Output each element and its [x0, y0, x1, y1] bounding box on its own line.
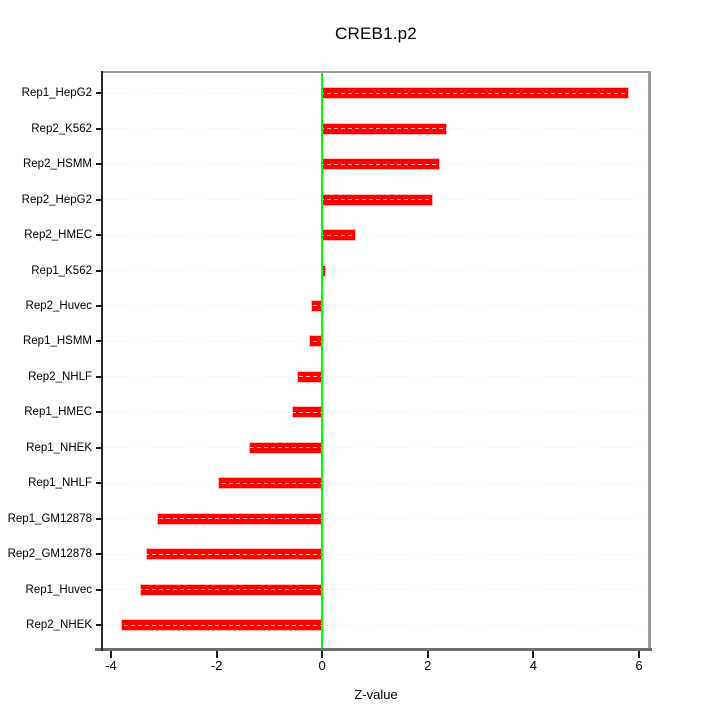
y-axis-tick [96, 588, 103, 591]
y-tick-label-Rep2_Huvec: Rep2_Huvec [25, 299, 92, 312]
y-tick-label-Rep2_NHEK: Rep2_NHEK [26, 619, 92, 631]
gridline-overlay [103, 482, 649, 484]
y-axis-line [101, 71, 103, 651]
y-axis-tick [96, 127, 103, 130]
y-tick-label-Rep1_HepG2: Rep1_HepG2 [21, 87, 92, 100]
y-tick-label-Rep1_GM12878: Rep1_GM12878 [7, 512, 92, 525]
gridline-overlay [103, 447, 649, 449]
y-axis-tick [96, 624, 103, 626]
x-tick-label-6: 6 [635, 658, 643, 673]
y-axis-tick [96, 269, 103, 272]
y-axis-tick [96, 553, 103, 556]
y-tick-label-Rep1_HMEC: Rep1_HMEC [24, 406, 92, 419]
y-axis-tick [96, 411, 103, 414]
gridline-overlay [103, 518, 649, 520]
y-axis-tick [96, 482, 103, 485]
gridline-overlay [103, 589, 649, 591]
y-tick-label-Rep2_NHLF: Rep2_NHLF [28, 370, 92, 383]
gridline-overlay [103, 376, 649, 378]
y-tick-label-Rep1_HSMM: Rep1_HSMM [22, 335, 92, 348]
x-tick-label-2: 2 [424, 658, 432, 673]
chart-title: CREB1.p2 [335, 24, 417, 43]
y-tick-label-Rep2_HSMM: Rep2_HSMM [22, 158, 92, 171]
y-axis-tick [96, 375, 103, 378]
x-axis-title: Z-value [354, 687, 398, 702]
gridline-overlay [103, 92, 649, 94]
gridline-overlay [103, 270, 649, 272]
y-tick-label-Rep2_HMEC: Rep2_HMEC [24, 229, 92, 242]
y-axis-tick [96, 163, 103, 166]
gridline-overlay [103, 624, 649, 626]
x-tick-label-4: 4 [529, 658, 537, 673]
x-axis-tick [532, 651, 535, 658]
y-axis-tick [96, 304, 103, 307]
gridline-overlay [103, 163, 649, 165]
x-axis-line [95, 648, 652, 651]
y-axis-tick [96, 340, 103, 343]
x-axis-tick [321, 651, 324, 658]
gridline-overlay [103, 305, 649, 307]
x-axis-tick [109, 651, 112, 658]
zero-reference-line [321, 73, 324, 648]
y-axis-tick [96, 234, 103, 237]
x-axis-tick [215, 651, 218, 658]
y-tick-label-Rep2_HepG2: Rep2_HepG2 [21, 193, 92, 206]
y-axis-tick [96, 198, 103, 201]
y-tick-label-Rep2_GM12878: Rep2_GM12878 [7, 548, 92, 561]
x-tick-label--4: -4 [105, 658, 117, 673]
gridline-overlay [103, 199, 649, 201]
plot-box-right-border [648, 71, 651, 651]
y-axis-tick [96, 92, 103, 95]
gridline-overlay [103, 553, 649, 555]
x-tick-label-0: 0 [318, 658, 326, 673]
y-tick-label-Rep1_Huvec: Rep1_Huvec [25, 583, 92, 596]
y-tick-label-Rep2_K562: Rep2_K562 [31, 122, 92, 135]
y-axis-tick [96, 517, 103, 520]
y-axis-tick [96, 446, 103, 449]
y-tick-label-Rep1_NHLF: Rep1_NHLF [28, 477, 92, 490]
plot-box-top-border [101, 71, 651, 73]
plot-area [95, 71, 652, 658]
y-tick-label-Rep1_K562: Rep1_K562 [31, 264, 92, 277]
gridline-overlay [103, 128, 649, 130]
x-axis-tick [637, 651, 640, 658]
gridline-overlay [103, 340, 649, 342]
x-axis-tick [426, 651, 429, 658]
gridline-overlay [103, 234, 649, 236]
y-tick-label-Rep1_NHEK: Rep1_NHEK [26, 441, 92, 454]
x-tick-label--2: -2 [210, 658, 223, 673]
gridline-overlay [103, 411, 649, 413]
